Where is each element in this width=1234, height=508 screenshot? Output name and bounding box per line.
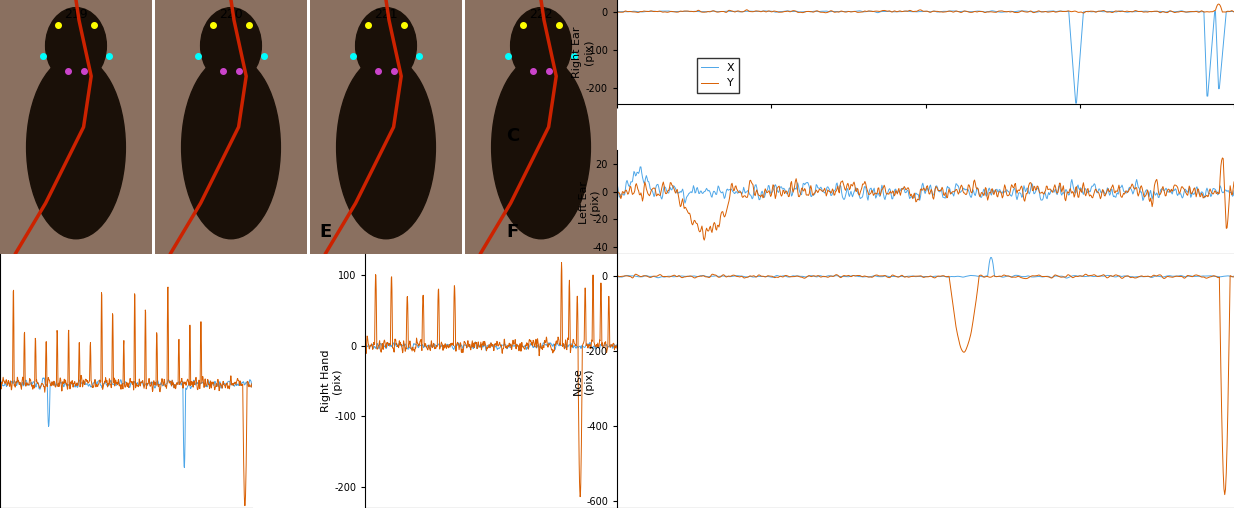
Y-axis label: Left Ear
(pix): Left Ear (pix) [579,181,600,224]
Ellipse shape [201,8,262,84]
Text: F: F [506,224,518,241]
Text: C: C [506,127,520,145]
Legend: X, Y: X, Y [697,58,739,93]
Ellipse shape [337,56,436,239]
Ellipse shape [355,8,416,84]
Text: 219: 219 [64,8,88,21]
Y-axis label: Nose
(pix): Nose (pix) [573,367,594,395]
Ellipse shape [511,8,571,84]
Text: 222: 222 [529,8,553,21]
Text: 221: 221 [374,8,397,21]
X-axis label: Time (secs): Time (secs) [885,278,966,292]
Ellipse shape [27,56,126,239]
Ellipse shape [46,8,106,84]
Ellipse shape [491,56,590,239]
Y-axis label: Right Hand
(pix): Right Hand (pix) [321,350,342,412]
Ellipse shape [181,56,280,239]
Y-axis label: Right Ear
(pix): Right Ear (pix) [573,26,594,78]
Text: 220: 220 [220,8,243,21]
Text: E: E [320,224,332,241]
